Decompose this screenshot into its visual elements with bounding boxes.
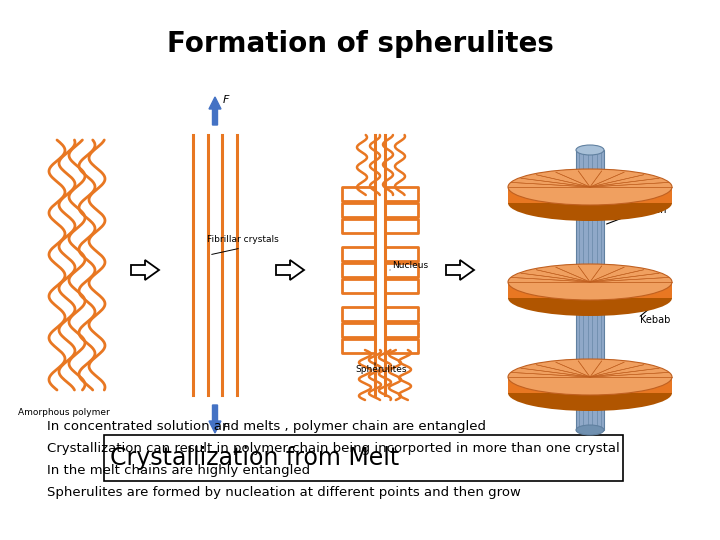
- Ellipse shape: [508, 280, 672, 316]
- Text: In concentrated solution and melts , polymer chain are entangled: In concentrated solution and melts , pol…: [47, 420, 486, 433]
- Ellipse shape: [508, 375, 672, 411]
- Text: Crystallization from Melt: Crystallization from Melt: [110, 446, 400, 470]
- Text: F: F: [223, 95, 230, 105]
- Ellipse shape: [576, 425, 604, 435]
- Text: In the melt chains are highly entangled: In the melt chains are highly entangled: [47, 464, 310, 477]
- Text: Spherulites: Spherulites: [355, 366, 407, 375]
- Ellipse shape: [508, 185, 672, 221]
- Polygon shape: [276, 260, 304, 280]
- Ellipse shape: [508, 169, 672, 205]
- Text: Nucleus: Nucleus: [392, 260, 428, 269]
- Bar: [576, 150, 604, 430]
- Ellipse shape: [508, 359, 672, 395]
- Text: Fibrillar crystals: Fibrillar crystals: [207, 235, 279, 245]
- Text: Kebab: Kebab: [640, 315, 670, 325]
- Text: Spherulites are formed by nucleation at different points and then grow: Spherulites are formed by nucleation at …: [47, 486, 521, 499]
- Text: Amorphous polymer: Amorphous polymer: [18, 408, 109, 417]
- FancyArrow shape: [209, 405, 221, 433]
- FancyBboxPatch shape: [104, 435, 623, 481]
- Polygon shape: [446, 260, 474, 280]
- Text: Crystallization can result in polymer chain being incorported in more than one c: Crystallization can result in polymer ch…: [47, 442, 619, 455]
- Polygon shape: [131, 260, 159, 280]
- Text: Formation of spherulites: Formation of spherulites: [166, 30, 554, 58]
- Text: F: F: [223, 423, 230, 433]
- Ellipse shape: [576, 145, 604, 155]
- Bar: [508, 187, 672, 203]
- Bar: [508, 282, 672, 298]
- Text: Shish: Shish: [640, 205, 667, 215]
- FancyArrow shape: [209, 97, 221, 125]
- Bar: [508, 377, 672, 393]
- Ellipse shape: [508, 264, 672, 300]
